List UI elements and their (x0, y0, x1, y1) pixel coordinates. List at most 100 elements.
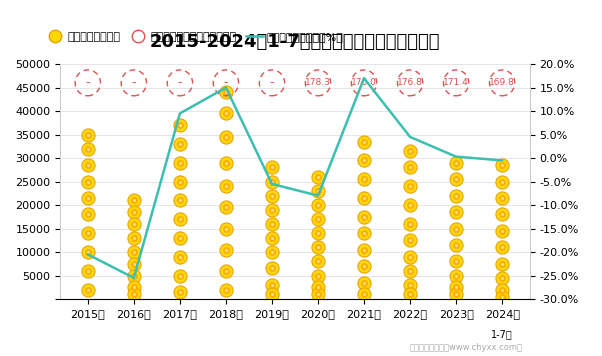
Point (497, 228, 507, 234)
Point (267, 164, 277, 170)
Point (175, 141, 185, 147)
Point (83, 179, 93, 184)
Point (83, 132, 93, 137)
Point (405, 183, 415, 189)
Point (452, 273, 461, 278)
Point (452, 176, 461, 182)
Point (267, 164, 277, 170)
Point (452, 176, 461, 182)
Point (83, 249, 93, 255)
Point (83, 268, 93, 274)
Point (359, 214, 369, 220)
Point (359, 292, 369, 297)
Point (452, 226, 461, 231)
Point (313, 245, 323, 250)
Point (313, 245, 323, 250)
Point (313, 284, 323, 290)
Point (83, 162, 93, 168)
Point (83, 195, 93, 201)
Point (175, 235, 185, 241)
Point (83, 287, 93, 293)
Point (452, 176, 461, 182)
Point (359, 263, 369, 269)
Point (313, 245, 323, 250)
Point (83, 268, 93, 274)
Text: -: - (132, 77, 136, 89)
Point (175, 141, 185, 147)
Point (221, 268, 231, 274)
Point (313, 284, 323, 290)
Point (221, 205, 231, 210)
Point (267, 292, 277, 297)
Point (497, 294, 507, 299)
Text: -: - (178, 77, 182, 89)
Point (452, 209, 461, 215)
Point (83, 146, 93, 152)
Point (452, 258, 461, 264)
Point (83, 195, 93, 201)
Point (452, 284, 461, 290)
Point (497, 179, 507, 184)
Point (497, 287, 507, 293)
Point (359, 139, 369, 145)
Point (497, 162, 507, 168)
Legend: 营业收入（亿元）, 平均用工人数累计值（万人）, 营业收入累计增长（%）: 营业收入（亿元）, 平均用工人数累计值（万人）, 营业收入累计增长（%） (42, 27, 349, 46)
Point (129, 292, 138, 297)
Point (313, 188, 323, 194)
Point (175, 289, 185, 295)
Point (175, 179, 185, 184)
Point (497, 245, 507, 250)
Point (405, 282, 415, 288)
Text: 176.8: 176.8 (397, 78, 423, 87)
Point (221, 111, 231, 116)
Point (267, 282, 277, 288)
Text: -: - (224, 77, 228, 89)
Point (497, 275, 507, 281)
Point (405, 164, 415, 170)
Point (405, 148, 415, 154)
Point (313, 188, 323, 194)
Point (267, 221, 277, 227)
Point (313, 202, 323, 208)
Point (175, 179, 185, 184)
Point (359, 195, 369, 201)
Point (452, 193, 461, 199)
Point (452, 273, 461, 278)
Point (83, 211, 93, 217)
Point (405, 183, 415, 189)
Point (497, 211, 507, 217)
Point (313, 258, 323, 264)
Point (452, 273, 461, 278)
Point (497, 162, 507, 168)
Point (175, 216, 185, 222)
Point (405, 292, 415, 297)
Point (359, 176, 369, 182)
Point (313, 292, 323, 297)
Point (359, 230, 369, 236)
Point (313, 174, 323, 180)
Point (405, 237, 415, 243)
Point (452, 242, 461, 248)
Point (129, 261, 138, 267)
Point (129, 261, 138, 267)
Point (405, 254, 415, 260)
Point (405, 164, 415, 170)
Point (175, 273, 185, 278)
Point (221, 160, 231, 166)
Point (267, 221, 277, 227)
Point (313, 258, 323, 264)
Point (267, 193, 277, 199)
Point (129, 273, 138, 278)
Point (359, 230, 369, 236)
Point (497, 195, 507, 201)
Point (313, 292, 323, 297)
Point (129, 221, 138, 227)
Point (83, 162, 93, 168)
Point (497, 245, 507, 250)
Point (452, 226, 461, 231)
Point (129, 249, 138, 255)
Point (83, 230, 93, 236)
Point (83, 230, 93, 236)
Point (405, 268, 415, 274)
Point (221, 183, 231, 189)
